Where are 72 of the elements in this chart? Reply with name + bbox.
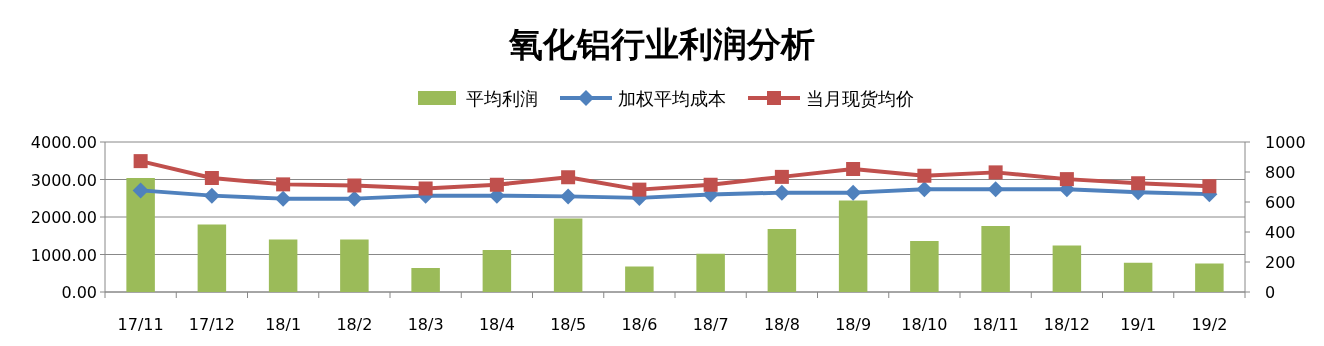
point: [703, 177, 718, 192]
point: [1059, 172, 1074, 187]
point: [203, 187, 220, 204]
point: [1202, 179, 1217, 194]
chart-title: 氧化铝行业利润分析: [508, 24, 815, 64]
point: [560, 188, 577, 205]
x-tick-label: 18/5: [550, 315, 587, 334]
bar: [553, 218, 583, 292]
x-tick-label: 18/4: [478, 315, 515, 334]
bar: [838, 200, 868, 292]
point: [275, 190, 292, 207]
bar: [1195, 263, 1224, 292]
bar: [197, 224, 227, 292]
point: [917, 168, 932, 183]
x-tick-label: 18/8: [763, 315, 800, 334]
y2-tick-label: 200: [1265, 253, 1296, 272]
bar: [411, 268, 440, 292]
point: [632, 182, 647, 197]
x-tick-label: 18/9: [835, 315, 872, 334]
point: [346, 190, 363, 207]
x-tick-label: 17/12: [188, 315, 235, 334]
point: [132, 182, 149, 199]
x-tick-label: 18/11: [972, 315, 1019, 334]
y-tick-label: 1000.00: [30, 245, 97, 265]
bar: [910, 241, 939, 292]
x-tick-label: 19/2: [1191, 315, 1228, 334]
point: [1131, 176, 1146, 191]
point: [489, 177, 504, 192]
x-tick-label: 18/1: [265, 315, 302, 334]
legend-label: 当月现货均价: [806, 88, 914, 109]
bar: [268, 239, 298, 292]
legend-label: 加权平均成本: [618, 88, 726, 109]
y2-tick-label: 800: [1265, 163, 1296, 182]
y2-tick-label: 1000: [1265, 133, 1306, 152]
point: [773, 184, 790, 201]
x-tick-label: 18/3: [407, 315, 444, 334]
y2-tick-label: 0: [1265, 283, 1276, 302]
x-tick-label: 17/11: [117, 315, 164, 334]
y-tick-label: 3000.00: [30, 170, 97, 190]
bar: [482, 250, 512, 292]
bar: [696, 253, 725, 292]
bar: [1052, 245, 1082, 292]
point: [276, 177, 291, 192]
bar: [126, 178, 155, 292]
x-tick-label: 18/6: [621, 315, 658, 334]
point: [846, 162, 861, 176]
x-tick-label: 18/12: [1043, 315, 1090, 334]
x-tick-label: 18/7: [692, 315, 729, 334]
bar: [625, 266, 654, 292]
point: [347, 178, 362, 193]
point: [204, 171, 219, 185]
y2-tick-label: 400: [1265, 223, 1296, 242]
point: [916, 181, 933, 198]
x-tick-label: 18/2: [336, 315, 373, 334]
point: [561, 170, 576, 185]
bar: [981, 226, 1010, 292]
y2-tick-label: 600: [1265, 193, 1296, 212]
point: [845, 184, 862, 201]
point: [774, 169, 789, 184]
bar: [767, 229, 797, 292]
point: [418, 181, 433, 196]
x-tick-label: 18/10: [901, 315, 948, 334]
point: [988, 165, 1003, 180]
y-tick-label: 0.00: [61, 283, 97, 302]
x-tick-label: 19/1: [1120, 315, 1157, 334]
legend-label: 平均利润: [466, 88, 538, 109]
point: [987, 181, 1004, 198]
y-tick-label: 2000.00: [30, 208, 97, 227]
bar: [1123, 262, 1153, 292]
y-tick-label: 4000.00: [30, 133, 97, 152]
point: [133, 154, 148, 169]
bar: [340, 239, 369, 292]
